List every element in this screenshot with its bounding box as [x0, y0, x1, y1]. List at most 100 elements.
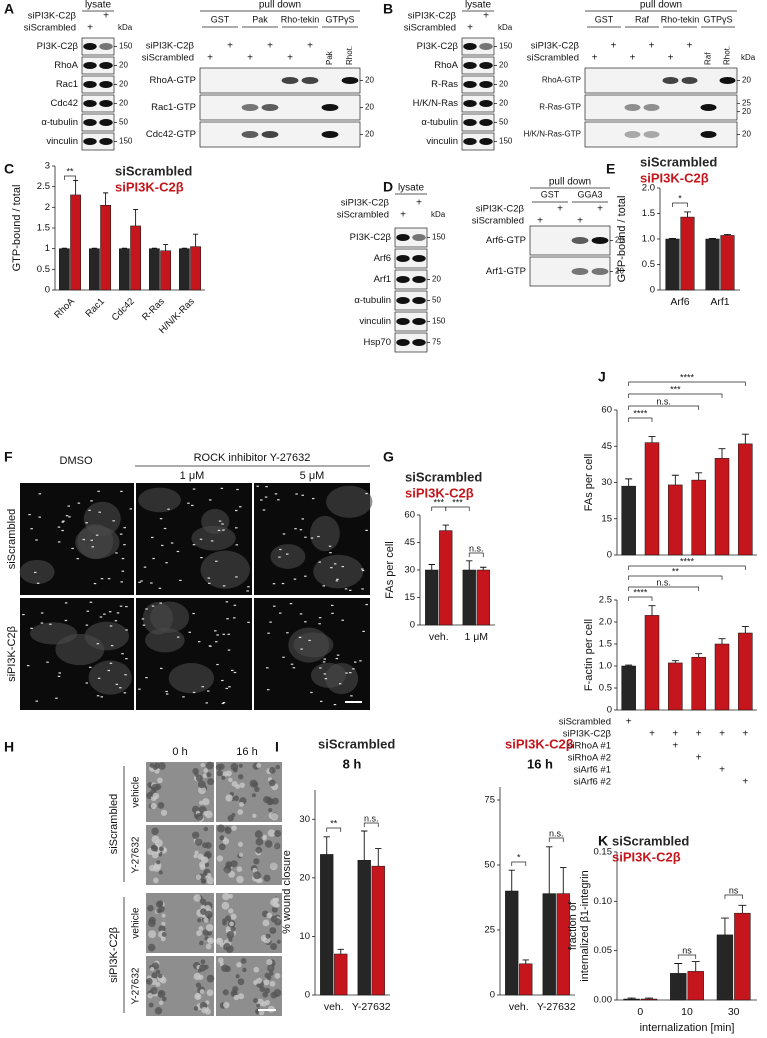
- error-bar: [648, 605, 656, 616]
- cell: [161, 931, 167, 937]
- x-tick-label: R-Ras: [140, 296, 167, 323]
- adhesion: [85, 682, 89, 684]
- blot-row-label: RhoA: [54, 60, 78, 71]
- bar: [705, 238, 720, 291]
- adhesion: [207, 577, 211, 579]
- x-tick-label: Arf6: [670, 296, 689, 308]
- adhesion: [121, 653, 124, 655]
- error-bar: [323, 836, 330, 855]
- adhesion: [331, 612, 334, 614]
- cell: [216, 855, 224, 862]
- y-tick-label: 0: [607, 550, 612, 561]
- cell: [204, 904, 211, 912]
- blot-row-label: RhoA-GTP: [542, 76, 581, 85]
- kda-marker: 25: [742, 98, 751, 107]
- cell: [202, 798, 210, 806]
- adhesion: [40, 622, 44, 624]
- cell: [168, 663, 215, 694]
- blot-header: lysate: [398, 183, 425, 194]
- cell: [257, 878, 263, 884]
- adhesion: [55, 697, 58, 699]
- band: [479, 119, 493, 126]
- adhesion: [77, 502, 81, 504]
- band: [463, 138, 477, 145]
- adhesion: [179, 579, 182, 581]
- kda-marker: 20: [742, 130, 751, 139]
- y-tick-label: 0.5: [642, 259, 655, 270]
- adhesion: [109, 625, 113, 627]
- adhesion: [239, 506, 242, 508]
- adhesion: [225, 687, 229, 690]
- bar: [623, 998, 640, 1001]
- panel-label: K: [598, 833, 608, 849]
- significance-label: *: [678, 193, 682, 203]
- adhesion: [120, 490, 123, 493]
- x-tick-label: veh.: [324, 1001, 344, 1013]
- cell: [269, 927, 277, 935]
- adhesion: [99, 616, 103, 618]
- lane-group: GTPγS: [325, 14, 354, 24]
- error-bar: [671, 660, 679, 663]
- bar: [519, 963, 533, 996]
- y-tick-label: 1.5: [642, 208, 655, 219]
- kda-marker: 20: [742, 107, 751, 116]
- condition-sign: +: [719, 765, 725, 776]
- cell: [158, 870, 163, 875]
- band: [700, 131, 717, 138]
- adhesion: [222, 585, 226, 587]
- adhesion: [33, 571, 37, 574]
- adhesion: [304, 575, 307, 577]
- condition-sign: +: [626, 717, 632, 728]
- bar: [149, 248, 160, 291]
- y-tick-label: 2.0: [642, 183, 655, 194]
- y-tick-label: 60: [601, 405, 612, 416]
- significance-bracket: [677, 954, 697, 959]
- band: [396, 276, 410, 283]
- cell: [226, 931, 235, 939]
- adhesion: [112, 520, 115, 522]
- cell: [237, 978, 245, 986]
- significance-bracket: [628, 381, 746, 386]
- cell: [228, 870, 236, 878]
- adhesion: [318, 561, 321, 563]
- cell: [147, 904, 154, 912]
- adhesion: [281, 582, 285, 585]
- adhesion: [279, 548, 282, 551]
- error-bar: [193, 233, 199, 247]
- cell: [193, 1006, 199, 1011]
- adhesion: [201, 686, 205, 688]
- adhesion: [308, 639, 311, 642]
- band: [83, 81, 97, 88]
- kda-marker: 20: [499, 99, 508, 108]
- cell: [193, 972, 201, 981]
- adhesion: [145, 608, 148, 610]
- cell: [262, 919, 270, 927]
- blot-row-label: Rac1-GTP: [151, 102, 196, 113]
- error-bar: [684, 211, 691, 218]
- cell: [201, 856, 209, 864]
- condition-name: siPI3K-C2β: [146, 41, 195, 52]
- significance-label: ***: [670, 384, 681, 394]
- adhesion: [246, 590, 249, 592]
- error-bar: [625, 478, 633, 487]
- adhesion: [49, 623, 52, 625]
- bar: [714, 643, 730, 711]
- adhesion: [220, 487, 224, 489]
- adhesion: [115, 552, 118, 554]
- adhesion: [176, 636, 180, 638]
- cell: [83, 501, 121, 536]
- adhesion: [57, 675, 61, 677]
- y-tick-label: 1.5: [37, 223, 50, 234]
- cell: [155, 900, 163, 908]
- bar: [720, 235, 735, 291]
- adhesion: [267, 632, 270, 634]
- adhesion: [170, 542, 174, 544]
- kda-marker: 20: [119, 80, 128, 89]
- adhesion: [216, 634, 219, 636]
- error-bar: [337, 948, 344, 954]
- cell: [221, 775, 226, 780]
- significance-bracket: [724, 894, 743, 899]
- bar: [439, 530, 453, 626]
- significance-label: ****: [633, 408, 648, 418]
- cell: [203, 768, 209, 773]
